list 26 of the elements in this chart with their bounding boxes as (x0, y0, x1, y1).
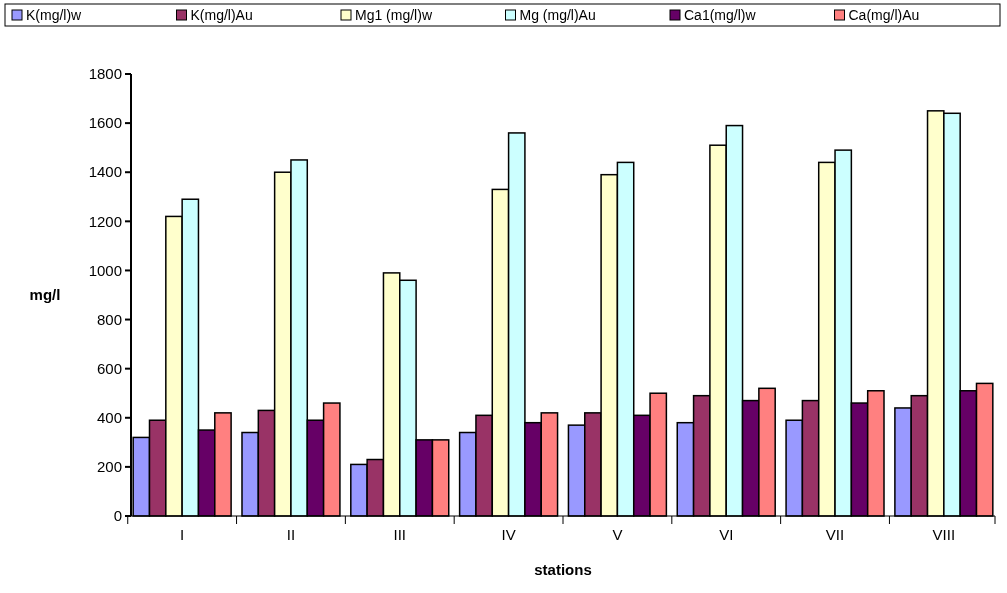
legend-label: K(mg/l)Au (190, 7, 253, 23)
x-tick-label: IV (501, 526, 516, 543)
legend-label: Mg (mg/l)Au (519, 7, 596, 23)
y-tick-label: 1400 (88, 163, 122, 181)
x-tick-label: VII (825, 526, 845, 543)
y-tick-label: 400 (96, 409, 122, 427)
y-tick-label: 1000 (88, 261, 122, 279)
y-tick-label: 1600 (88, 114, 122, 132)
x-tick-label: II (286, 526, 296, 543)
legend-label: K(mg/l)w (26, 7, 83, 23)
y-tick-label: 600 (96, 359, 122, 377)
y-axis-title: mg/l (29, 286, 61, 303)
y-tick-label: 0 (113, 507, 122, 525)
x-tick-label: VI (719, 526, 734, 543)
legend-label: Ca(mg/l)Au (848, 7, 920, 23)
legend-label: Ca1(mg/l)w (684, 7, 757, 23)
legend-label: Mg1 (mg/l)w (355, 7, 433, 23)
x-tick-label: V (612, 526, 623, 543)
y-tick-label: 1200 (88, 212, 122, 230)
x-tick-label: III (393, 526, 407, 543)
y-tick-label: 800 (96, 310, 122, 328)
x-tick-label: I (180, 526, 185, 543)
y-tick-label: 1800 (88, 65, 122, 83)
x-axis-title: stations (534, 561, 592, 578)
x-tick-label: VIII (932, 526, 956, 543)
y-tick-label: 200 (96, 458, 122, 476)
